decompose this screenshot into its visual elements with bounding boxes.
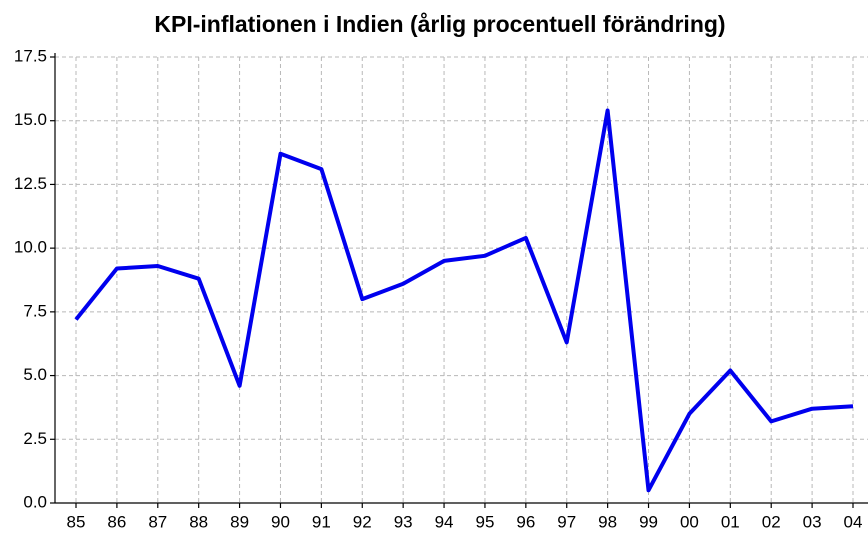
x-tick-label: 86 <box>107 512 126 531</box>
x-tick-label: 88 <box>189 512 208 531</box>
y-tick-label: 17.5 <box>14 46 47 65</box>
y-tick-label: 15.0 <box>14 110 47 129</box>
data-line <box>74 108 854 493</box>
x-tick-label: 03 <box>803 512 822 531</box>
y-tick-label: 5.0 <box>23 365 47 384</box>
x-tick-label: 85 <box>67 512 86 531</box>
y-tick-label: 7.5 <box>23 301 47 320</box>
x-tick-label: 96 <box>516 512 535 531</box>
x-tick-label: 93 <box>394 512 413 531</box>
chart-title: KPI-inflationen i Indien (årlig procentu… <box>154 11 725 37</box>
x-tick-label: 04 <box>844 512 863 531</box>
x-tick-label: 89 <box>230 512 249 531</box>
x-tick-label: 98 <box>598 512 617 531</box>
x-tick-label: 94 <box>435 512 454 531</box>
y-tick-label: 0.0 <box>23 492 47 511</box>
x-tick-label: 90 <box>271 512 290 531</box>
x-tick-label: 99 <box>639 512 658 531</box>
x-tick-label: 95 <box>475 512 494 531</box>
x-tick-label: 00 <box>680 512 699 531</box>
x-tick-label: 01 <box>721 512 740 531</box>
y-tick-label: 10.0 <box>14 238 47 257</box>
x-tick-label: 92 <box>353 512 372 531</box>
x-tick-label: 87 <box>148 512 167 531</box>
x-tick-label: 91 <box>312 512 331 531</box>
x-tick-label: 02 <box>762 512 781 531</box>
x-tick-label: 97 <box>557 512 576 531</box>
y-tick-label: 2.5 <box>23 429 47 448</box>
y-tick-label: 12.5 <box>14 174 47 193</box>
